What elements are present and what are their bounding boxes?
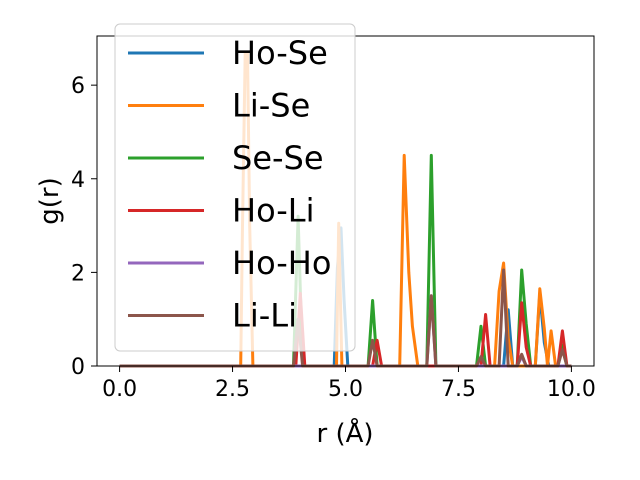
- legend-label: Ho-Ho: [232, 244, 331, 282]
- legend-label: Li-Li: [232, 297, 297, 335]
- y-tick-label: 0: [71, 355, 85, 380]
- legend-label: Li-Se: [232, 87, 310, 125]
- legend: Ho-Se Li-Se Se-Se Ho-Li Ho-Ho Li-Li: [114, 23, 356, 352]
- legend-label: Se-Se: [232, 139, 324, 177]
- x-tick-label: 7.5: [441, 377, 476, 402]
- y-tick-label: 6: [71, 74, 85, 99]
- legend-label: Ho-Se: [232, 34, 328, 72]
- x-tick-label: 0.0: [102, 377, 137, 402]
- x-tick-label: 10.0: [547, 377, 596, 402]
- y-tick-label: 2: [71, 261, 85, 286]
- legend-label: Ho-Li: [232, 192, 315, 230]
- y-tick-label: 4: [71, 168, 85, 193]
- x-axis-ticks: 0.0 2.5 5.0 7.5 10.0: [102, 366, 596, 402]
- y-axis-label: g(r): [35, 177, 65, 224]
- x-axis-label: r (Å): [316, 417, 373, 449]
- x-tick-label: 2.5: [215, 377, 250, 402]
- y-axis-ticks: 0 2 4 6: [71, 74, 97, 380]
- x-tick-label: 5.0: [328, 377, 363, 402]
